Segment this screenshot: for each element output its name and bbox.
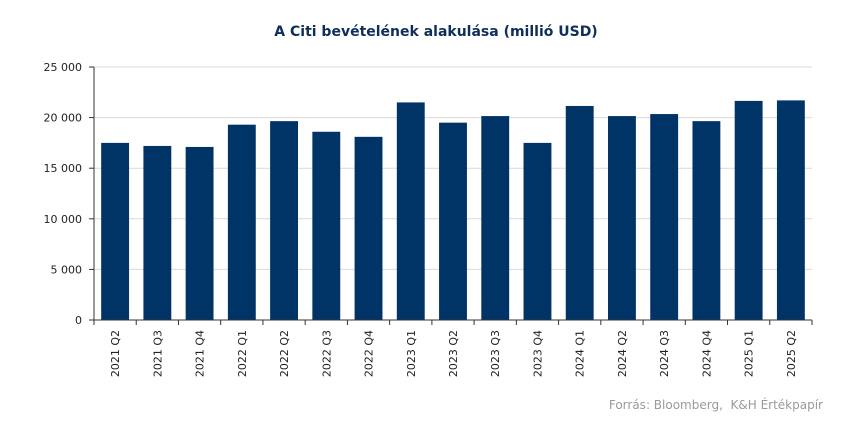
bars (101, 100, 805, 321)
y-tick-label: 15 000 (44, 162, 83, 175)
y-tick-label: 5 000 (51, 263, 83, 276)
x-tick-label: 2023 Q2 (447, 330, 460, 377)
y-tick-labels: 0 5 000 10 000 15 000 20 000 25 000 (44, 61, 83, 327)
bar (523, 142, 552, 320)
bar (439, 122, 467, 320)
bar (650, 114, 679, 320)
x-tick-label: 2022 Q2 (278, 330, 291, 377)
x-tick-label: 2024 Q3 (658, 330, 671, 377)
bar (185, 146, 214, 320)
bar (143, 145, 172, 320)
x-tick-label: 2024 Q2 (616, 330, 629, 377)
x-tick-label: 2023 Q3 (489, 330, 502, 377)
bar (565, 105, 594, 320)
x-tick-label: 2025 Q2 (785, 330, 798, 377)
x-tick-label: 2022 Q3 (320, 330, 333, 377)
bar (354, 136, 383, 320)
bar (692, 121, 721, 320)
x-tick-label: 2023 Q4 (531, 330, 544, 377)
bar (481, 116, 510, 320)
bar (270, 121, 298, 320)
x-tick-label: 2022 Q4 (363, 330, 376, 377)
x-tick-label: 2023 Q1 (405, 330, 418, 377)
x-tick-labels: 2021 Q2 2021 Q3 2021 Q4 2022 Q1 2022 Q2 2022 … (109, 330, 798, 377)
bar (312, 131, 341, 320)
x-tick-label: 2022 Q1 (236, 330, 249, 377)
bar (776, 100, 805, 321)
y-tick-label: 0 (75, 314, 82, 327)
source-note: Forrás: Bloomberg, K&H Értékpapír (608, 398, 823, 412)
bar (608, 116, 636, 320)
y-tick-label: 20 000 (44, 112, 83, 125)
x-tick-label: 2024 Q1 (574, 330, 587, 377)
bar (734, 100, 763, 320)
x-tick-label: 2021 Q3 (151, 330, 164, 377)
x-tick-label: 2021 Q4 (194, 330, 207, 377)
axes (89, 66, 813, 325)
y-tick-label: 10 000 (44, 213, 83, 226)
x-tick-label: 2021 Q2 (109, 330, 122, 377)
bar (227, 124, 256, 321)
bar (396, 102, 425, 320)
x-tick-label: 2024 Q4 (700, 330, 713, 377)
chart-title: A Citi bevételének alakulása (millió USD… (274, 24, 598, 40)
bar (101, 142, 130, 320)
x-tick-label: 2025 Q1 (743, 330, 756, 377)
y-tick-label: 25 000 (44, 61, 83, 74)
